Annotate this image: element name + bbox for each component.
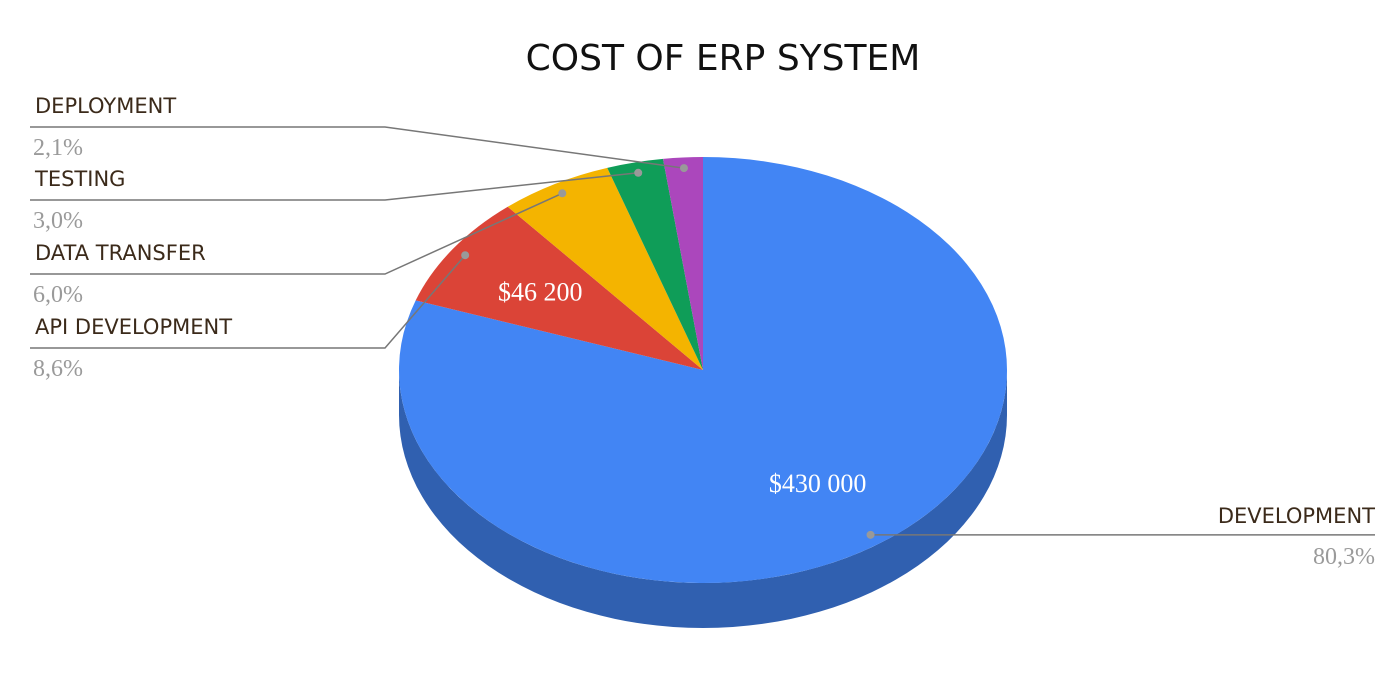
amount-label: $430 000 <box>769 469 867 498</box>
leader-dot <box>558 189 567 198</box>
leader-dot <box>634 168 643 177</box>
value-label: 2,1% <box>33 135 83 161</box>
leader-dot <box>461 251 470 260</box>
value-label: 80,3% <box>1313 544 1375 570</box>
slice <box>607 158 703 370</box>
leader-dot <box>866 530 875 539</box>
value-label: 3,0% <box>33 208 83 234</box>
amount-label: $46 200 <box>498 277 583 306</box>
category-label: TESTING <box>34 167 125 191</box>
category-label: DATA TRANSFER <box>35 241 206 265</box>
category-label: API DEVELOPMENT <box>35 315 232 339</box>
slice-side <box>399 370 1007 628</box>
slice <box>507 167 703 370</box>
value-label: 6,0% <box>33 282 83 308</box>
leader-line <box>30 254 466 349</box>
leader-line <box>30 192 563 275</box>
leader-dot <box>679 164 688 173</box>
slice <box>415 206 703 370</box>
category-label: DEVELOPMENT <box>1218 504 1375 528</box>
chart-title: COST OF ERP SYSTEM <box>526 38 921 79</box>
slice <box>399 157 1008 583</box>
category-label: DEPLOYMENT <box>35 94 176 118</box>
leader-line <box>30 126 685 169</box>
value-label: 8,6% <box>33 356 83 382</box>
slice <box>663 157 703 370</box>
leader-line <box>30 172 639 201</box>
